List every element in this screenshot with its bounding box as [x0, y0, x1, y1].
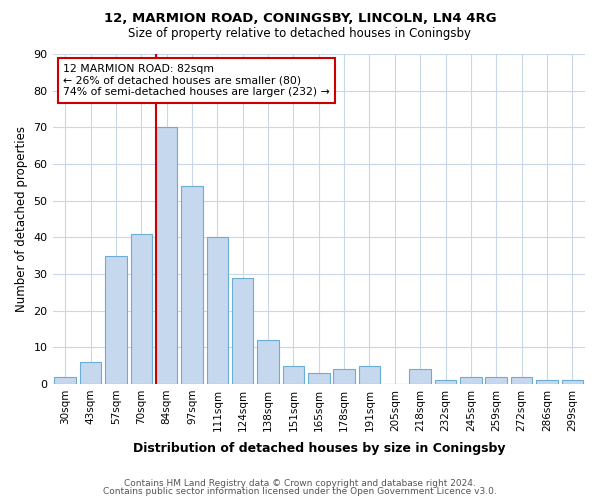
Bar — [536, 380, 558, 384]
Bar — [283, 366, 304, 384]
Bar — [80, 362, 101, 384]
Bar — [156, 128, 178, 384]
Bar — [232, 278, 253, 384]
Bar — [359, 366, 380, 384]
Bar — [511, 376, 532, 384]
Text: Contains public sector information licensed under the Open Government Licence v3: Contains public sector information licen… — [103, 487, 497, 496]
Text: Size of property relative to detached houses in Coningsby: Size of property relative to detached ho… — [128, 28, 472, 40]
Bar — [334, 369, 355, 384]
Text: Contains HM Land Registry data © Crown copyright and database right 2024.: Contains HM Land Registry data © Crown c… — [124, 478, 476, 488]
X-axis label: Distribution of detached houses by size in Coningsby: Distribution of detached houses by size … — [133, 442, 505, 455]
Bar — [435, 380, 457, 384]
Bar — [562, 380, 583, 384]
Bar — [485, 376, 507, 384]
Bar — [308, 373, 329, 384]
Bar — [131, 234, 152, 384]
Bar — [409, 369, 431, 384]
Bar — [55, 376, 76, 384]
Bar — [460, 376, 482, 384]
Text: 12, MARMION ROAD, CONINGSBY, LINCOLN, LN4 4RG: 12, MARMION ROAD, CONINGSBY, LINCOLN, LN… — [104, 12, 496, 26]
Text: 12 MARMION ROAD: 82sqm
← 26% of detached houses are smaller (80)
74% of semi-det: 12 MARMION ROAD: 82sqm ← 26% of detached… — [63, 64, 330, 97]
Bar — [257, 340, 279, 384]
Y-axis label: Number of detached properties: Number of detached properties — [15, 126, 28, 312]
Bar — [206, 238, 228, 384]
Bar — [181, 186, 203, 384]
Bar — [105, 256, 127, 384]
